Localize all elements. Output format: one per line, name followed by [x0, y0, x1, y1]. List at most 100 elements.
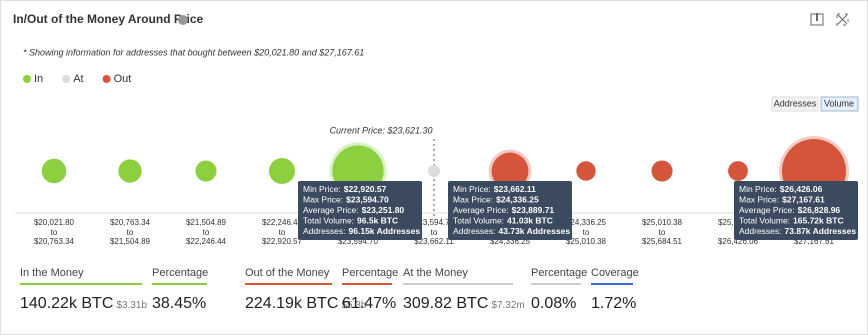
- tooltip-value: 96.15k Addresses: [349, 226, 421, 236]
- help-icon[interactable]: [178, 15, 188, 25]
- download-icon[interactable]: [810, 13, 824, 26]
- tooltip-value: $27,167.61: [782, 195, 825, 205]
- bubble: [118, 159, 142, 183]
- tooltip-value: $24,336.25: [496, 195, 539, 205]
- tooltip-value: $26,828.96: [798, 205, 841, 215]
- tooltip-box: [734, 181, 858, 240]
- tooltip-value: 96.5k BTC: [357, 216, 398, 226]
- x-label: $25,684.51: [642, 237, 683, 246]
- stat: In the Money 140.22k BTC $3.31b: [20, 267, 147, 313]
- stat: At the Money 309.82 BTC $7.32m: [403, 267, 525, 313]
- tooltip-row: Max Price: $27,167.61: [739, 195, 825, 205]
- bubble: [195, 160, 217, 182]
- stat-value-row: 309.82 BTC $7.32m: [403, 295, 525, 313]
- tooltip-label: Average Price:: [303, 205, 359, 215]
- stat-value-row: 0.08%: [531, 295, 581, 313]
- x-label: $22,246.44: [186, 237, 227, 246]
- tooltip-value: $26,426.06: [780, 184, 823, 194]
- stat-label: Percentage: [152, 267, 208, 285]
- tooltip-row: Total Volume: 41.03k BTC: [453, 216, 553, 226]
- toggle-label: Volume: [824, 98, 854, 108]
- tooltip-row: Average Price: $26,828.96: [739, 205, 840, 215]
- stat-value-row: 140.22k BTC $3.31b: [20, 295, 147, 313]
- stat-label: In the Money: [20, 267, 142, 285]
- tooltip-row: Min Price: $26,426.06: [739, 184, 823, 194]
- stat-value-row: 224.19k BTC $5.3b: [245, 295, 366, 313]
- tooltip-label: Max Price:: [453, 195, 493, 205]
- x-label: $21,504.89: [186, 218, 227, 227]
- legend-swatch: [62, 75, 71, 83]
- tooltip-row: Average Price: $23,889.71: [453, 205, 554, 215]
- tooltip-row: Total Volume: 96.5k BTC: [303, 216, 398, 226]
- stat-value: 61.47%: [342, 295, 397, 312]
- chart-title: In/Out of the Money Around Price: [13, 12, 204, 26]
- tooltip-label: Total Volume:: [453, 216, 504, 226]
- x-label: to: [583, 228, 590, 237]
- toggle-button[interactable]: [820, 96, 859, 112]
- x-label: $23,662.11: [414, 237, 454, 246]
- stat-label: Coverage: [591, 267, 639, 285]
- toggle-label: Addresses: [774, 98, 817, 108]
- x-label: $23,594.70: [414, 218, 455, 227]
- x-label: to: [51, 228, 58, 237]
- x-label: $22,920.57: [262, 237, 303, 246]
- tooltip-label: Total Volume:: [303, 216, 354, 226]
- stat-value: 309.82 BTC: [403, 295, 489, 312]
- x-label: $24,336.25: [490, 237, 531, 246]
- stat: Coverage 1.72%: [591, 267, 639, 313]
- tooltip-value: 165.72k BTC: [793, 216, 844, 226]
- toggle-button[interactable]: [771, 96, 819, 112]
- tooltip-box: [448, 181, 572, 240]
- x-label: $20,021.80: [34, 218, 75, 227]
- stat-value-row: 1.72%: [591, 295, 636, 313]
- chart: In/Out of the Money Around Price * Showi…: [13, 12, 859, 246]
- x-label: $27,167.61: [794, 237, 835, 246]
- x-label: $21,504.89: [110, 237, 151, 246]
- stat: Out of the Money 224.19k BTC $5.3b: [245, 267, 366, 313]
- tooltip-value: 43.73k Addresses: [499, 226, 571, 236]
- bubble: [41, 158, 67, 184]
- tooltip-row: Average Price: $23,251.80: [303, 205, 404, 215]
- tooltip-value: 41.03k BTC: [507, 216, 553, 226]
- bubble: [728, 161, 748, 181]
- stat-value-row: 38.45%: [152, 295, 207, 313]
- x-label: to: [431, 228, 438, 237]
- legend-label: Out: [114, 73, 132, 85]
- stat-value: 0.08%: [531, 295, 577, 312]
- tooltip-row: Min Price: $22,920.57: [303, 184, 387, 194]
- tooltip-label: Addresses:: [739, 226, 782, 236]
- stat-sub-value: $5.3b: [341, 300, 367, 311]
- x-label: to: [659, 228, 666, 237]
- tooltip-label: Max Price:: [739, 195, 779, 205]
- bubble: [651, 160, 673, 182]
- tooltip-label: Average Price:: [453, 205, 509, 215]
- stat-label: Out of the Money: [245, 267, 332, 285]
- stat-label: Percentage: [531, 267, 587, 285]
- tooltip-row: Total Volume: 165.72k BTC: [739, 216, 844, 226]
- stat-value: 38.45%: [152, 295, 207, 312]
- stat: Percentage 61.47%: [342, 267, 398, 313]
- bubble: [576, 161, 596, 181]
- legend-swatch: [102, 75, 111, 83]
- x-label: $26,426.06: [718, 237, 759, 246]
- x-label: to: [203, 228, 210, 237]
- bubble: [491, 152, 529, 190]
- tooltip-value: $22,920.57: [344, 184, 387, 194]
- tooltip-value: $23,594.70: [346, 195, 389, 205]
- stat-value: 1.72%: [591, 295, 637, 312]
- expand-icon[interactable]: [836, 13, 849, 26]
- tooltip-label: Max Price:: [303, 195, 343, 205]
- tooltip-value: $23,662.11: [494, 184, 536, 194]
- bubble: [427, 164, 441, 178]
- tooltip-label: Min Price:: [739, 184, 777, 194]
- subtitle: * Showing information for addresses that…: [23, 47, 364, 57]
- annotation: Current Price: $23,621.30: [329, 125, 432, 135]
- tooltip-row: Max Price: $23,594.70: [303, 195, 389, 205]
- x-label: $20,763.34: [110, 218, 151, 227]
- legend-label: At: [73, 73, 83, 85]
- stat-sub-value: $7.32m: [491, 300, 525, 311]
- x-label: $23,594.70: [338, 237, 379, 246]
